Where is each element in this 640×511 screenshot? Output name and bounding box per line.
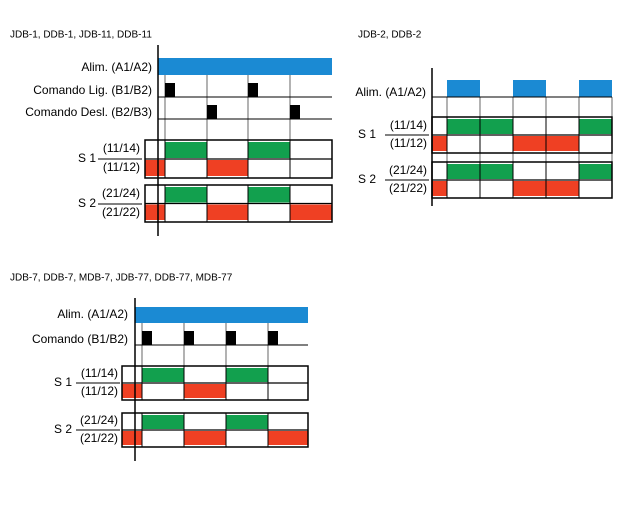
contact-label: (21/24) [102,186,140,200]
on-segment [142,368,184,382]
contact-label: (11/14) [103,141,140,155]
row-label: Comando Lig. (B1/B2) [33,83,152,97]
power-bar [447,80,480,97]
contact-label: (21/22) [80,431,118,445]
row-label: Alim. (A1/A2) [57,307,128,321]
power-bar [579,80,612,97]
on-segment [165,187,207,203]
diagram-title: JDB-7, DDB-7, MDB-7, JDB-77, DDB-77, MDB… [10,273,233,284]
contact-label: (11/14) [390,118,427,132]
group-label: S 2 [78,196,96,210]
contact-label: (11/12) [390,136,427,150]
on-segment [184,431,226,445]
contact-label: (21/24) [389,163,427,177]
group-label: S 2 [54,422,72,436]
group-label: S 2 [358,172,376,186]
on-segment [165,142,207,158]
on-segment [248,142,290,158]
group-label: S 1 [78,151,96,165]
on-segment [579,119,612,134]
on-segment [579,164,612,179]
power-bar [513,80,546,97]
pulse [207,105,217,119]
contact-label: (21/24) [80,413,118,427]
pulse [226,331,236,345]
on-segment [122,431,142,445]
on-segment [207,160,248,176]
row-label: Alim. (A1/A2) [81,60,152,74]
on-segment [145,204,165,220]
pulse [268,331,278,345]
power-bar [135,307,308,323]
diagram-title: JDB-2, DDB-2 [358,30,422,41]
on-segment [432,136,447,151]
pulse [184,331,194,345]
diagram-title: JDB-1, DDB-1, JDB-11, DDB-11 [10,30,152,41]
on-segment [184,384,226,398]
contact-label: (11/12) [103,160,140,174]
on-segment [122,384,142,398]
contact-label: (11/14) [81,366,118,380]
on-segment [432,181,447,196]
on-segment [142,415,184,429]
on-segment [268,431,308,445]
pulse [165,83,175,97]
pulse [290,105,300,119]
contact-label: (21/22) [389,181,427,195]
row-label: Comando (B1/B2) [32,332,128,346]
pulse [248,83,258,97]
pulse [142,331,152,345]
contact-label: (21/22) [102,205,140,219]
group-label: S 1 [358,127,376,141]
on-segment [145,160,165,176]
on-segment [207,204,248,220]
group-label: S 1 [54,375,72,389]
on-segment [226,368,268,382]
row-label: Alim. (A1/A2) [355,85,426,99]
contact-label: (11/12) [81,384,118,398]
power-bar [158,58,332,75]
on-segment [226,415,268,429]
on-segment [290,204,332,220]
on-segment [248,187,290,203]
row-label: Comando Desl. (B2/B3) [25,105,152,119]
